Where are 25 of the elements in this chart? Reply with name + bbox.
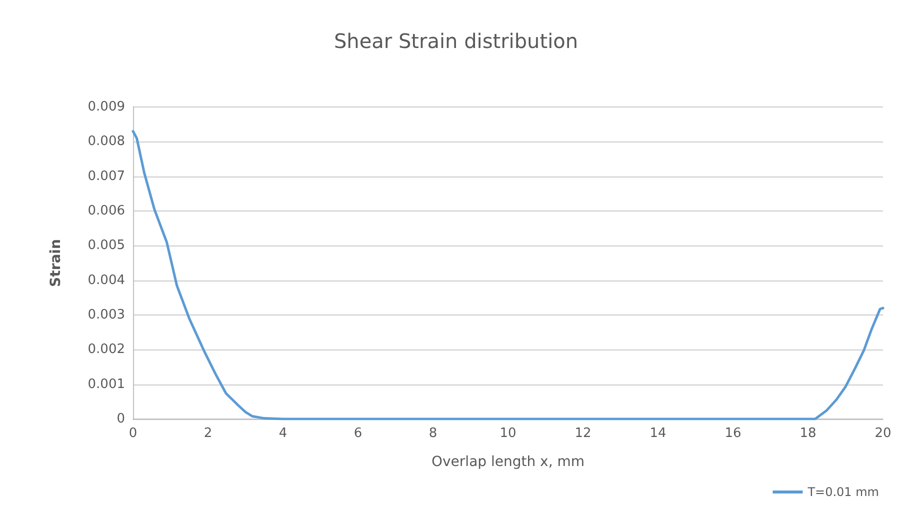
x-tick-label: 8 [428, 426, 438, 441]
y-axis-title: Strain [48, 239, 64, 287]
y-tick-label: 0.006 [88, 204, 125, 218]
x-tick-label: 14 [650, 426, 666, 441]
y-tick-label: 0.009 [88, 100, 125, 114]
x-tick-label: 10 [500, 426, 516, 441]
y-tick-label: 0.007 [88, 168, 125, 184]
x-tick-label: 2 [204, 426, 212, 441]
y-tick-label: 0.003 [88, 308, 125, 322]
y-tick-label: 0.002 [88, 342, 125, 358]
x-tick-label: 0 [128, 426, 138, 441]
y-tick-label: 0.004 [88, 272, 125, 288]
x-axis-title: Overlap length x, mm [431, 454, 585, 470]
chart-title: Shear Strain distribution [334, 29, 578, 53]
x-tick-label: 16 [724, 426, 742, 441]
y-tick-label: 0.008 [88, 134, 125, 150]
y-tick-label: 0.001 [88, 376, 125, 392]
x-tick-label: 6 [354, 426, 362, 441]
x-tick-label: 18 [800, 426, 816, 441]
y-tick-label: 0.005 [88, 238, 125, 254]
x-tick-label: 12 [574, 426, 592, 441]
x-tick-label: 4 [278, 426, 288, 441]
legend-label: T=0.01 mm [806, 485, 879, 499]
y-tick-label: 0 [116, 412, 125, 426]
x-tick-label: 20 [874, 426, 892, 441]
